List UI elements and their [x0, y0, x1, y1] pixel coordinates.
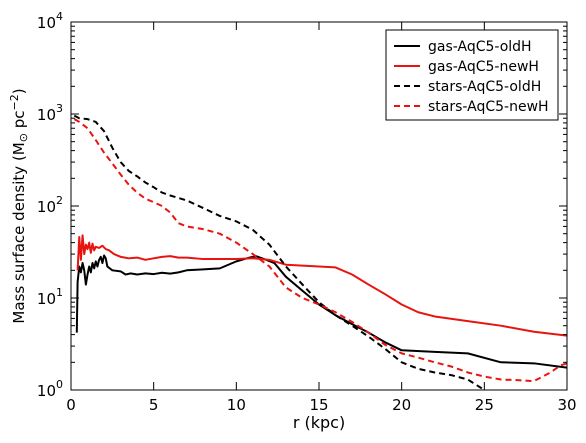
x-axis-label: r (kpc): [293, 413, 345, 432]
x-tick-label: 20: [392, 396, 411, 414]
y-axis-label: Mass surface density (M⊙ pc−2): [8, 88, 30, 323]
x-tick-label: 0: [66, 396, 76, 414]
x-tick-label: 30: [557, 396, 576, 414]
y-tick-label: 100: [37, 378, 63, 400]
y-tick-label: 102: [37, 194, 63, 216]
x-tick-label: 15: [309, 396, 328, 414]
series-line-gas-AqC5-newH: [76, 234, 567, 337]
x-tick-label: 10: [227, 396, 246, 414]
series-layer: [73, 114, 567, 390]
x-ticks: 0 5 10 15 20 25 30: [66, 22, 577, 414]
y-tick-label: 104: [37, 10, 63, 32]
series-line-stars-AqC5-oldH: [73, 114, 485, 390]
x-tick-label: 25: [475, 396, 494, 414]
legend-items: gas-AqC5-oldH gas-AqC5-newH stars-AqC5-old…: [394, 39, 549, 115]
legend-label: gas-AqC5-oldH: [428, 39, 532, 55]
y-tick-label: 103: [37, 102, 63, 124]
x-tick-label: 5: [149, 396, 159, 414]
y-tick-label: 101: [37, 286, 63, 308]
series-line-stars-AqC5-newH: [73, 118, 567, 383]
legend-label: stars-AqC5-newH: [428, 99, 549, 115]
y-ticks: 100 101 102 103 104: [37, 10, 567, 400]
legend: gas-AqC5-oldH gas-AqC5-newH stars-AqC5-old…: [385, 29, 559, 121]
legend-label: gas-AqC5-newH: [428, 59, 539, 75]
legend-label: stars-AqC5-oldH: [428, 79, 541, 95]
